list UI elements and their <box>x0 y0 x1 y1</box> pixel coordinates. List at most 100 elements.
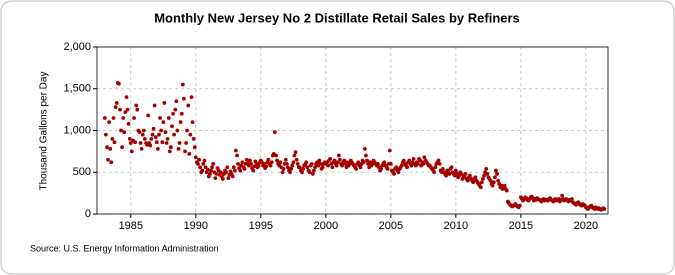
point <box>269 160 274 165</box>
point <box>210 165 214 170</box>
point <box>436 158 441 163</box>
point <box>602 207 607 211</box>
point <box>167 149 172 154</box>
point <box>387 148 392 153</box>
point <box>205 167 210 172</box>
point <box>249 162 253 166</box>
point <box>132 116 136 120</box>
point <box>468 173 472 178</box>
x-tick-label: 2015 <box>509 220 533 232</box>
point <box>437 162 442 166</box>
point <box>202 158 207 163</box>
point <box>297 165 302 170</box>
point <box>112 140 117 145</box>
point <box>382 160 387 165</box>
point <box>107 120 111 125</box>
point <box>188 132 193 137</box>
point <box>197 157 201 162</box>
point <box>174 99 179 104</box>
point <box>224 170 229 175</box>
point <box>126 121 131 126</box>
x-tick-label: 2000 <box>314 220 338 232</box>
point <box>494 168 498 173</box>
y-tick-label: 2,000 <box>63 41 91 53</box>
point <box>281 167 286 171</box>
point <box>214 172 219 176</box>
point <box>264 164 269 169</box>
point <box>447 172 452 176</box>
point <box>300 170 304 175</box>
point <box>290 163 295 168</box>
point <box>394 165 399 170</box>
point <box>379 167 384 171</box>
point <box>142 136 147 141</box>
point <box>251 168 256 173</box>
point <box>127 136 132 141</box>
point <box>295 162 300 166</box>
point <box>230 174 235 179</box>
source-note: Source: U.S. Energy Information Administ… <box>30 243 219 253</box>
point <box>196 162 200 166</box>
point <box>179 111 184 116</box>
point <box>262 162 266 166</box>
point <box>129 149 134 154</box>
point <box>409 163 414 168</box>
point <box>473 175 478 180</box>
point <box>106 157 110 162</box>
point <box>411 156 416 161</box>
point <box>485 172 490 176</box>
point <box>146 113 151 118</box>
point <box>560 193 565 198</box>
point <box>478 185 483 190</box>
point <box>342 158 347 163</box>
point <box>138 141 143 145</box>
point <box>177 141 182 145</box>
point <box>363 153 368 158</box>
point <box>160 140 165 145</box>
point <box>311 168 316 173</box>
point <box>293 150 298 155</box>
point <box>185 128 190 133</box>
point <box>335 160 340 165</box>
y-tick-label: 500 <box>73 166 91 178</box>
point <box>105 145 109 150</box>
point <box>318 162 323 166</box>
point <box>326 163 330 168</box>
point <box>309 162 314 166</box>
x-tick-label: 1985 <box>119 220 143 232</box>
point <box>317 158 322 163</box>
point <box>280 170 285 175</box>
point <box>301 167 305 171</box>
point <box>191 136 196 141</box>
point <box>401 158 406 163</box>
point <box>125 107 130 112</box>
point <box>354 167 359 171</box>
point <box>444 173 449 178</box>
point <box>453 168 458 173</box>
x-tick-label: 2010 <box>444 220 468 232</box>
point <box>496 178 501 183</box>
point <box>161 120 166 125</box>
point <box>102 116 107 120</box>
point <box>170 124 174 129</box>
point <box>358 165 363 170</box>
point <box>164 141 169 145</box>
point <box>207 172 212 176</box>
point <box>192 145 197 150</box>
point <box>134 103 139 108</box>
point <box>236 162 240 166</box>
point <box>248 158 252 163</box>
point <box>119 128 123 133</box>
point <box>332 158 337 163</box>
point <box>405 165 410 170</box>
point <box>213 176 218 180</box>
point <box>233 148 238 153</box>
point <box>278 160 283 165</box>
point <box>154 140 159 145</box>
point <box>140 132 145 137</box>
point <box>200 168 205 173</box>
point <box>479 180 484 185</box>
point <box>187 151 192 156</box>
point <box>365 158 369 163</box>
point <box>175 128 180 133</box>
